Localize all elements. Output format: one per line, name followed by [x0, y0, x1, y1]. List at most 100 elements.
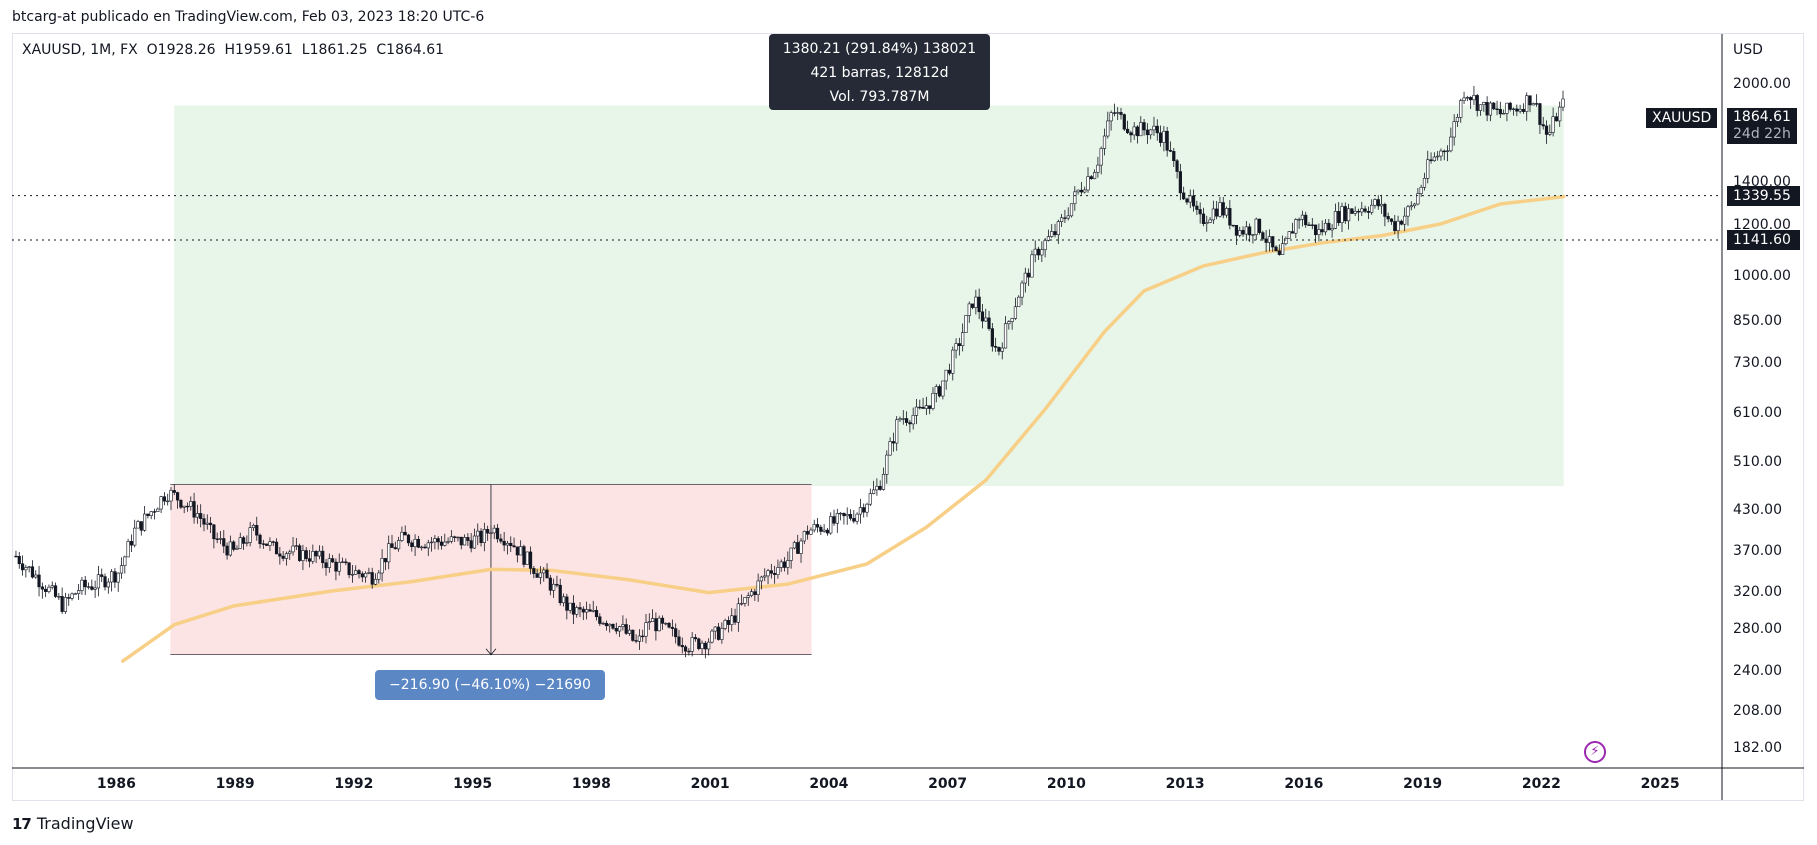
price-tick-label: 610.00 [1733, 404, 1782, 421]
candle [469, 533, 473, 553]
candle [1386, 212, 1390, 223]
candle [1106, 111, 1110, 139]
axes [12, 34, 1804, 800]
time-tick-label: 1992 [334, 776, 374, 792]
candle [1544, 120, 1549, 144]
candle [146, 513, 150, 519]
candle [1442, 149, 1446, 161]
candle [581, 606, 585, 621]
candle [364, 571, 368, 583]
footer-brand: TradingView [36, 814, 134, 833]
candle [1346, 203, 1351, 230]
candle [1267, 229, 1272, 252]
candle [759, 575, 764, 590]
last-price-tag[interactable]: 1864.61 24d 22h [1727, 108, 1797, 144]
candle [786, 551, 790, 575]
price-tick-label: 430.00 [1733, 501, 1782, 518]
candle [199, 504, 203, 528]
candle [265, 543, 269, 547]
candle [1122, 113, 1126, 131]
candle [773, 565, 777, 584]
candle [225, 542, 229, 560]
candle [693, 634, 698, 642]
candle [690, 632, 694, 657]
candle [921, 397, 925, 409]
candle [720, 622, 724, 644]
candle [525, 551, 529, 565]
level-tag[interactable]: 1141.60 [1727, 230, 1800, 250]
price-tick-label: 850.00 [1733, 312, 1782, 329]
moving-average-layer [121, 194, 1566, 663]
candle [400, 526, 404, 542]
candle [331, 554, 335, 563]
candle [934, 384, 938, 403]
candle [1175, 159, 1179, 179]
measure-up-volume: Vol. 793.787M [829, 89, 930, 105]
time-tick-label: 1995 [453, 776, 493, 792]
candle [53, 582, 58, 598]
candle [1201, 207, 1206, 227]
candle [370, 567, 374, 589]
symbol-name-tag[interactable]: XAUUSD [1646, 108, 1718, 128]
candle [954, 338, 958, 359]
candle [545, 563, 549, 579]
candle [703, 640, 707, 659]
candle [426, 539, 430, 556]
time-tick-label: 2022 [1521, 776, 1561, 792]
candle [1535, 94, 1539, 107]
candle [1251, 234, 1255, 244]
candle [1475, 93, 1479, 117]
candle [1469, 96, 1473, 109]
candle [1139, 116, 1143, 137]
time-tick-label: 1986 [96, 776, 136, 792]
tradingview-logo-icon: 17 [12, 814, 32, 833]
candle [855, 512, 859, 525]
alert-icon[interactable]: ⚡ [1584, 741, 1606, 763]
candle [439, 536, 444, 550]
candle [660, 615, 665, 630]
candle [1086, 167, 1090, 193]
candle [842, 512, 846, 525]
candle [27, 566, 31, 573]
candle [1241, 226, 1245, 238]
tradingview-footer[interactable]: 17 TradingView [12, 814, 134, 833]
candle [796, 534, 800, 554]
candle [96, 565, 101, 597]
candle [182, 505, 186, 514]
candle [1215, 200, 1219, 220]
candle [324, 558, 328, 576]
candle [1261, 230, 1265, 241]
candle [113, 568, 117, 588]
candle [911, 407, 915, 430]
candle [1089, 175, 1093, 180]
candle [542, 567, 546, 582]
candle [980, 304, 985, 329]
candle [1228, 200, 1232, 230]
candle [1379, 194, 1384, 214]
candle [937, 384, 942, 398]
candle [990, 323, 994, 352]
candle [538, 566, 543, 585]
candle [1195, 200, 1199, 215]
candle [24, 564, 28, 578]
candle [575, 605, 579, 618]
candle [987, 310, 991, 331]
candle [1304, 211, 1308, 228]
candle [670, 619, 674, 637]
moving-average-line [121, 194, 1566, 663]
chart-frame[interactable] [12, 33, 1804, 801]
bar-countdown: 24d 22h [1733, 126, 1791, 142]
candle [1056, 219, 1060, 244]
candle [116, 572, 120, 592]
candle [248, 521, 252, 547]
candle [1079, 182, 1084, 195]
candle [1224, 206, 1229, 218]
level-tag[interactable]: 1339.55 [1727, 185, 1800, 206]
candle [354, 565, 358, 575]
candle [1178, 163, 1182, 201]
candle [1297, 217, 1301, 229]
candle [848, 509, 853, 521]
candle [1366, 206, 1370, 219]
candle [621, 615, 625, 631]
